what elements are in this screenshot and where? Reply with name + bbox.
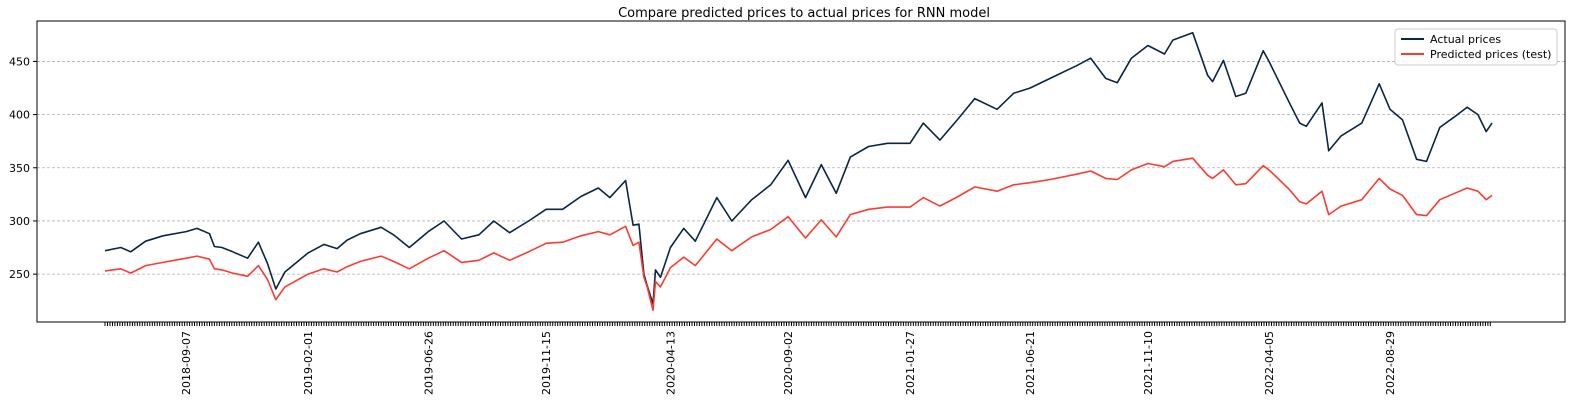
x-tick-label: 2022-04-05 <box>1263 331 1276 395</box>
x-tick-label: 2020-09-02 <box>782 331 795 395</box>
legend: Actual prices Predicted prices (test) <box>1394 28 1558 66</box>
y-grid <box>37 61 1565 275</box>
y-tick-label: 400 <box>9 109 30 122</box>
x-tick-label: 2019-06-26 <box>422 331 435 395</box>
y-tick-label: 250 <box>9 268 30 281</box>
x-tick-label: 2022-08-29 <box>1384 331 1397 395</box>
x-tick-label: 2019-11-15 <box>540 331 553 395</box>
legend-entry: Predicted prices (test) <box>1430 48 1551 61</box>
y-tick-label: 450 <box>9 55 30 68</box>
series-line-1 <box>104 157 1493 312</box>
series-layer <box>104 31 1493 312</box>
x-tick-label: 2018-09-07 <box>180 331 193 395</box>
x-minor-ticks <box>104 322 1491 326</box>
x-tick-label: 2020-04-13 <box>664 331 677 395</box>
x-tick-label: 2021-01-27 <box>904 331 917 395</box>
x-axis: 2018-09-07 2019-02-01 2019-06-26 2019-11-15… <box>104 322 1491 395</box>
series-line-0 <box>104 31 1493 305</box>
legend-box <box>1394 28 1558 66</box>
legend-entry: Actual prices <box>1430 33 1501 46</box>
x-tick-label: 2021-06-21 <box>1024 331 1037 395</box>
y-tick-label: 300 <box>9 215 30 228</box>
x-tick-label: 2019-02-01 <box>302 331 315 395</box>
y-tick-label: 350 <box>9 162 30 175</box>
y-axis: 250 300 350 400 450 <box>9 55 37 281</box>
x-tick-label: 2021-11-10 <box>1142 331 1155 395</box>
chart-title: Compare predicted prices to actual price… <box>618 6 990 21</box>
